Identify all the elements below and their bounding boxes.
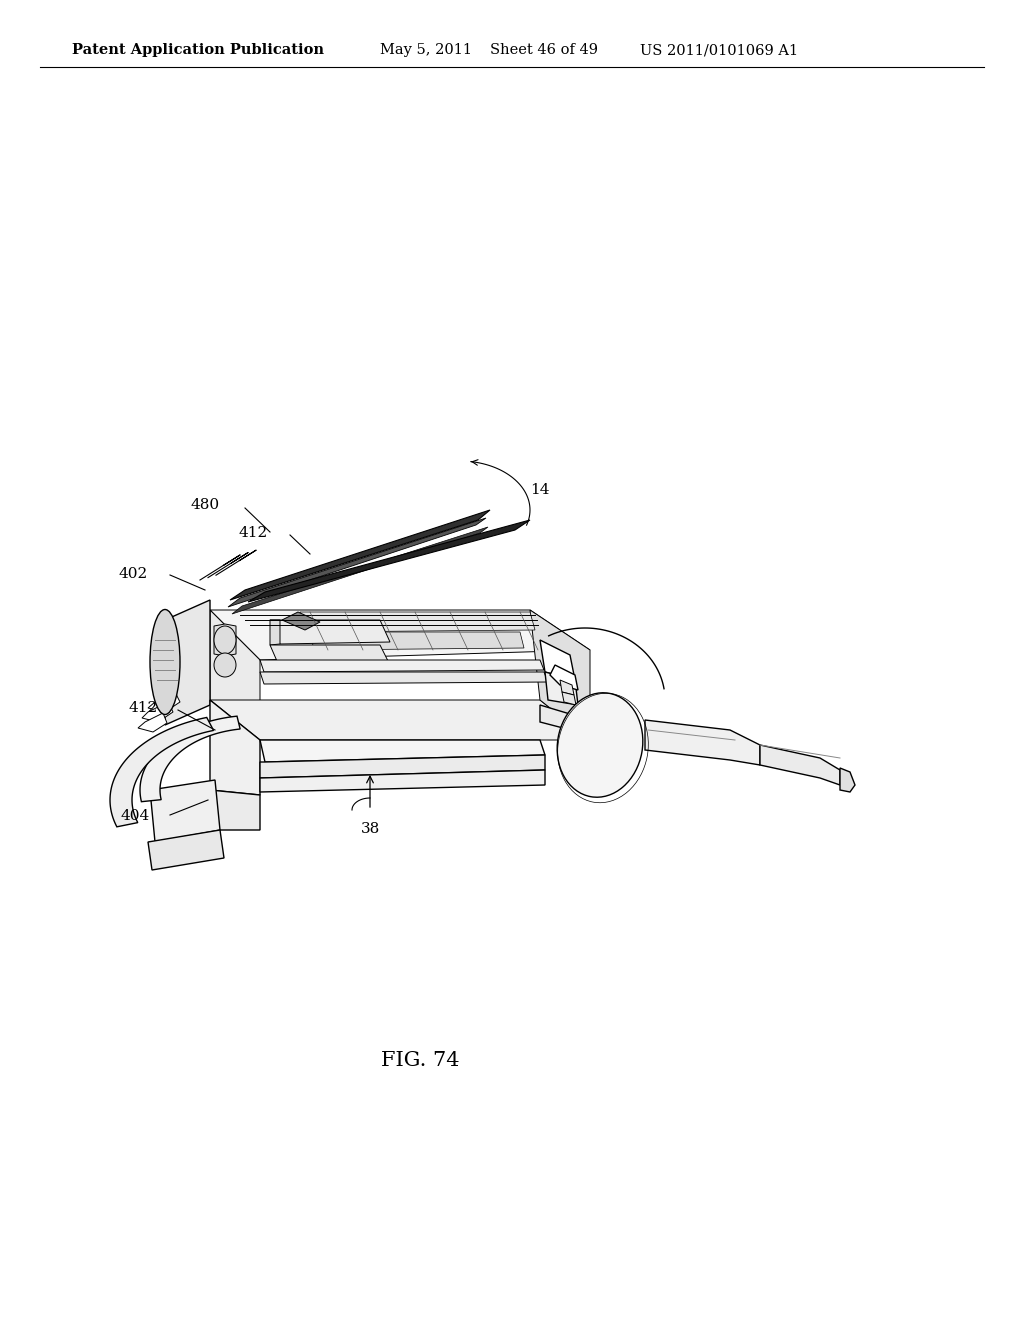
Text: Sheet 46 of 49: Sheet 46 of 49 bbox=[490, 44, 598, 57]
Polygon shape bbox=[210, 789, 260, 830]
Text: FIG. 74: FIG. 74 bbox=[381, 1051, 459, 1069]
Polygon shape bbox=[210, 610, 260, 741]
Text: 404: 404 bbox=[121, 809, 150, 822]
Polygon shape bbox=[562, 692, 575, 705]
Polygon shape bbox=[260, 672, 548, 684]
Polygon shape bbox=[228, 517, 486, 607]
Text: 480: 480 bbox=[190, 498, 220, 512]
Polygon shape bbox=[560, 680, 574, 696]
Polygon shape bbox=[840, 768, 855, 792]
Polygon shape bbox=[550, 665, 578, 690]
Polygon shape bbox=[148, 830, 224, 870]
Polygon shape bbox=[583, 750, 613, 770]
Polygon shape bbox=[210, 700, 590, 741]
Text: US 2011/0101069 A1: US 2011/0101069 A1 bbox=[640, 44, 798, 57]
Ellipse shape bbox=[214, 653, 236, 677]
Polygon shape bbox=[248, 520, 530, 602]
Polygon shape bbox=[210, 700, 260, 795]
Polygon shape bbox=[230, 510, 490, 601]
Text: 14: 14 bbox=[530, 483, 550, 498]
Polygon shape bbox=[310, 632, 524, 649]
Polygon shape bbox=[645, 719, 760, 766]
Text: 412: 412 bbox=[129, 701, 158, 715]
Polygon shape bbox=[138, 713, 167, 733]
Polygon shape bbox=[150, 780, 220, 842]
Polygon shape bbox=[214, 624, 236, 656]
Polygon shape bbox=[270, 645, 390, 668]
Polygon shape bbox=[270, 620, 390, 644]
Polygon shape bbox=[165, 601, 210, 725]
Text: Patent Application Publication: Patent Application Publication bbox=[72, 44, 324, 57]
Polygon shape bbox=[545, 672, 578, 705]
Polygon shape bbox=[210, 610, 590, 660]
Ellipse shape bbox=[214, 626, 236, 653]
Polygon shape bbox=[260, 770, 545, 792]
Polygon shape bbox=[540, 640, 575, 680]
Text: May 5, 2011: May 5, 2011 bbox=[380, 44, 472, 57]
Polygon shape bbox=[760, 744, 840, 785]
Polygon shape bbox=[142, 702, 173, 722]
Polygon shape bbox=[260, 660, 544, 672]
Polygon shape bbox=[282, 612, 319, 630]
Polygon shape bbox=[260, 741, 545, 762]
Polygon shape bbox=[110, 718, 214, 826]
Polygon shape bbox=[260, 755, 545, 777]
Polygon shape bbox=[148, 692, 180, 711]
Ellipse shape bbox=[150, 610, 180, 714]
Polygon shape bbox=[530, 610, 590, 741]
Text: 38: 38 bbox=[360, 822, 380, 836]
Polygon shape bbox=[232, 527, 488, 614]
Text: 412: 412 bbox=[239, 525, 268, 540]
Ellipse shape bbox=[557, 693, 643, 797]
Polygon shape bbox=[270, 620, 280, 645]
Polygon shape bbox=[540, 705, 590, 735]
Text: 402: 402 bbox=[119, 568, 148, 581]
Polygon shape bbox=[140, 717, 241, 801]
Polygon shape bbox=[580, 735, 615, 760]
Polygon shape bbox=[300, 612, 535, 632]
